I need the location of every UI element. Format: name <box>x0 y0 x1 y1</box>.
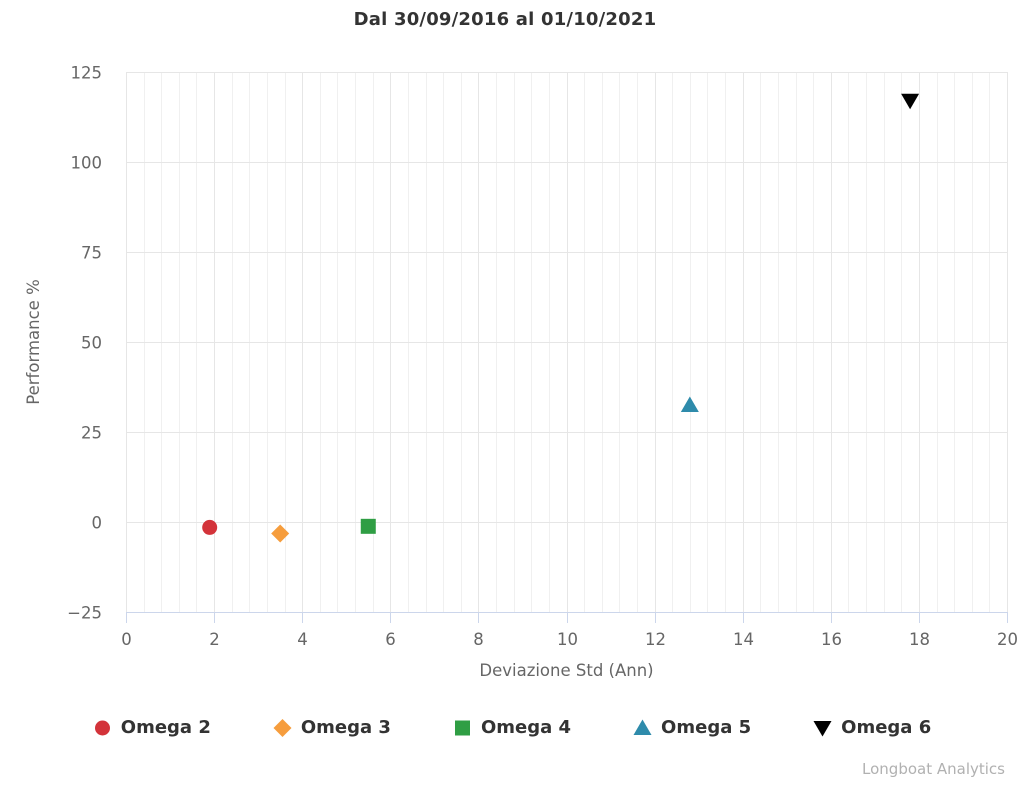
legend-item-omega-4[interactable]: Omega 4 <box>453 717 571 738</box>
y-tick-label: 125 <box>71 64 103 83</box>
legend-marker-omega-3 <box>273 719 292 737</box>
y-tick-label: 50 <box>81 334 102 353</box>
legend-marker-omega-4 <box>454 720 470 736</box>
diamond-icon <box>273 719 292 737</box>
x-tick-label: 4 <box>297 630 308 649</box>
x-tick-label: 14 <box>733 630 754 649</box>
legend-label: Omega 2 <box>120 717 211 738</box>
legend-label: Omega 5 <box>661 717 752 738</box>
legend-item-omega-6[interactable]: Omega 6 <box>813 717 931 738</box>
triangle-down-icon <box>813 721 832 737</box>
legend-label: Omega 6 <box>841 717 932 738</box>
y-tick-label: −25 <box>67 604 102 623</box>
x-tick-label: 10 <box>557 630 578 649</box>
x-tick-label: 8 <box>473 630 484 649</box>
point-omega-3[interactable] <box>271 524 290 543</box>
x-tick-label: 6 <box>385 630 396 649</box>
x-tick-label: 16 <box>821 630 842 649</box>
legend-label: Omega 4 <box>480 717 572 738</box>
y-tick-label: 0 <box>92 514 103 533</box>
plot-area: −25 0 25 50 75 100 125 0 2 4 6 8 10 12 14 16 18 20 Deviazi… <box>24 64 1018 681</box>
point-omega-5[interactable] <box>680 396 699 413</box>
circle-icon <box>94 720 110 736</box>
x-tick-label: 20 <box>997 630 1018 649</box>
x-tick-label: 18 <box>909 630 930 649</box>
x-tick-label: 0 <box>121 630 132 649</box>
legend-item-omega-3[interactable]: Omega 3 <box>273 717 391 738</box>
y-tick-label: 100 <box>71 154 103 173</box>
legend: Omega 2 Omega 3 Omega 4 Omega 5 Omega 6 <box>0 717 1024 738</box>
point-omega-4[interactable] <box>360 518 376 534</box>
legend-marker-omega-5 <box>633 719 652 735</box>
point-omega-2[interactable] <box>202 519 218 535</box>
credits-link[interactable]: Longboat Analytics <box>862 760 1005 778</box>
point-omega-6[interactable] <box>901 93 920 110</box>
legend-item-omega-5[interactable]: Omega 5 <box>633 717 751 738</box>
square-icon <box>454 720 470 736</box>
y-axis-title: Performance % <box>24 279 43 404</box>
y-tick-label: 25 <box>81 424 102 443</box>
legend-marker-omega-2 <box>94 720 110 736</box>
y-tick-label: 75 <box>81 244 102 263</box>
legend-label: Omega 3 <box>300 717 391 738</box>
x-axis-title: Deviazione Std (Ann) <box>479 661 653 680</box>
triangle-up-icon <box>633 719 652 735</box>
chart-title: Dal 30/09/2016 al 01/10/2021 <box>353 9 657 30</box>
legend-item-omega-2[interactable]: Omega 2 <box>93 717 211 738</box>
legend-marker-omega-6 <box>813 721 832 737</box>
x-tick-label: 2 <box>209 630 220 649</box>
x-tick-label: 12 <box>645 630 666 649</box>
